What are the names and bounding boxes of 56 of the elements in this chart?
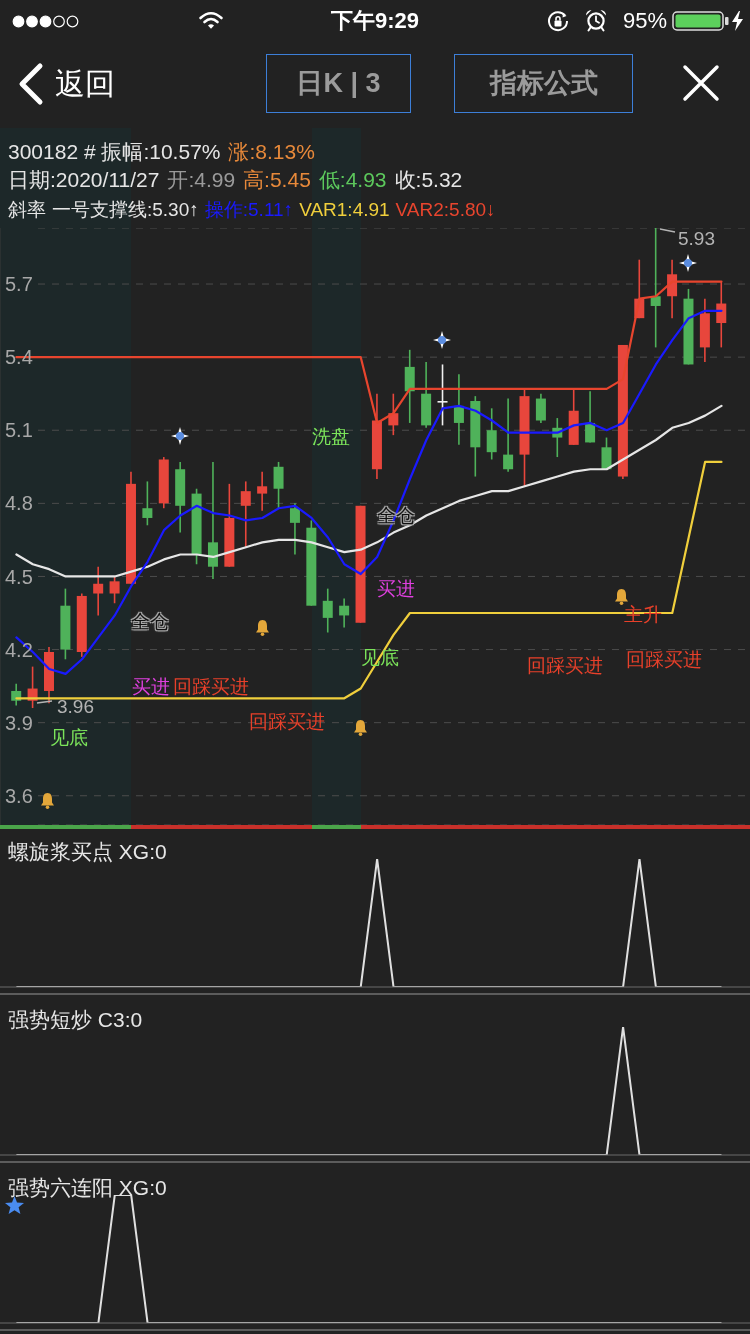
chart-title: 螺旋浆买点 XG:0 <box>8 839 167 863</box>
candlestick <box>322 587 333 634</box>
annotation: 回踩买进 <box>173 675 249 697</box>
text: 下午9:29 <box>330 8 420 33</box>
candlestick <box>257 470 268 512</box>
text: 涨:8.13% <box>228 139 315 163</box>
text: 一号支撑线:5.30↑ <box>52 198 199 220</box>
candlestick <box>486 407 497 461</box>
candlestick <box>650 228 661 349</box>
annotation: 3.96 <box>57 695 94 717</box>
y-tick-label: 4.8 <box>5 492 33 515</box>
candlestick <box>142 480 153 527</box>
y-tick-label: 3.6 <box>5 784 33 807</box>
candlestick <box>503 397 514 473</box>
text: 返回 <box>55 67 115 100</box>
button: 日K | 3 <box>266 54 411 113</box>
candlestick <box>453 373 464 446</box>
annotation: 5.93 <box>678 227 715 249</box>
text: 300182 # 振幅:10.57% <box>8 139 221 163</box>
text: 低:4.93 <box>318 167 387 191</box>
y-tick-label: 5.1 <box>5 419 33 442</box>
text: 开:4.99 <box>167 167 236 191</box>
candlestick <box>109 575 120 605</box>
chart-title: 强势六连阳 XG:0 <box>8 1175 167 1199</box>
y-tick-label: 5.7 <box>5 273 33 296</box>
text: 高:5.45 <box>243 167 311 191</box>
text: 95% <box>622 8 667 33</box>
annotation: 全仓 <box>131 610 169 632</box>
candlestick <box>93 565 104 617</box>
chart-title: 强势短炒 C3:0 <box>8 1007 143 1031</box>
candlestick <box>716 280 727 349</box>
annotation: 回踩买进 <box>527 654 603 676</box>
candlestick <box>240 480 251 549</box>
annotation: 买进 <box>132 675 170 697</box>
text: VAR1:4.91 <box>299 198 390 220</box>
button: 指标公式 <box>454 54 633 113</box>
candlestick <box>273 461 284 510</box>
candlestick <box>601 436 612 471</box>
candlestick <box>289 502 300 556</box>
annotation: 回踩买进 <box>626 648 702 670</box>
annotation: 见底 <box>361 646 399 668</box>
candlestick <box>535 392 546 424</box>
text: 收:5.32 <box>394 167 463 191</box>
annotation: 回踩买进 <box>249 710 325 732</box>
y-tick-label: 3.9 <box>5 711 33 734</box>
text: VAR2:5.80↓ <box>395 198 496 220</box>
y-tick-label: 4.5 <box>5 565 33 588</box>
annotation: 买进 <box>377 577 415 599</box>
legend-title: 斜率 <box>8 198 46 220</box>
text: 操作:5.11↑ <box>204 198 294 220</box>
candlestick <box>339 597 350 629</box>
annotation: 洗盘 <box>312 425 350 447</box>
text: 日期:2020/11/27 <box>8 167 160 191</box>
candlestick <box>437 363 448 427</box>
y-tick-label: 4.2 <box>5 638 33 661</box>
annotation: 见底 <box>50 726 88 748</box>
